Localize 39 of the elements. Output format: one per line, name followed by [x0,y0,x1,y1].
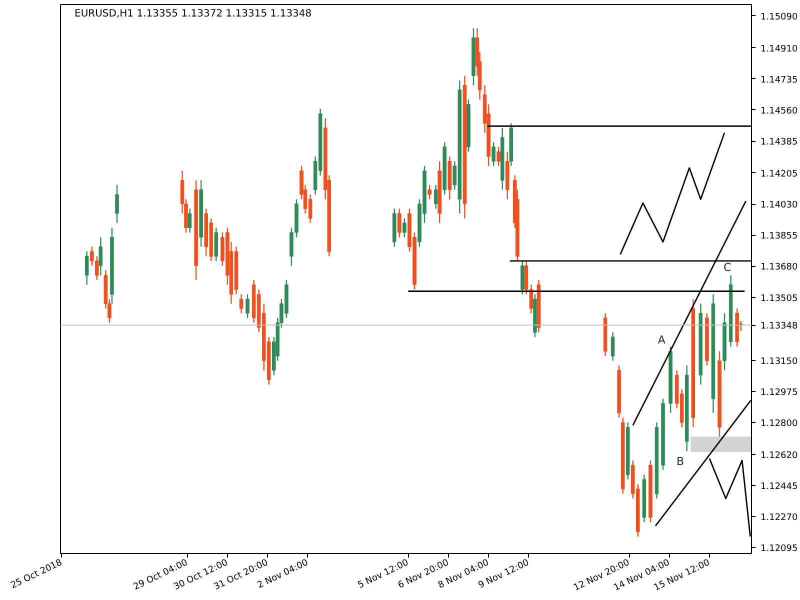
chart-title: EURUSD,H1 1.13355 1.13372 1.13315 1.13348 [74,8,312,20]
y-tick-label: 1.14030 [760,200,798,211]
annotation: C [723,260,732,274]
y-tick-label: 1.14735 [760,75,798,86]
y-tick-label: 1.13855 [760,232,798,242]
y-tick-label: 1.12445 [760,482,798,492]
line-series [620,132,726,256]
y-tick-label: 1.12095 [760,544,798,554]
y-tick-label: 1.13505 [760,294,798,304]
candlestick [496,146,500,166]
y-tick-label: 1.14205 [760,170,798,180]
candlestick [84,250,89,286]
y-tick-label: 1.14560 [760,106,798,116]
candlestick [492,142,496,166]
y-tick-label: 1.15090 [760,12,798,22]
candlestick [246,294,250,318]
candlestick [214,227,218,262]
annotation: A [658,333,666,346]
candlestick [115,184,119,224]
y-tick-label: 1.13150 [760,356,798,367]
candlestick [434,184,438,210]
y-tick-label: 1.13680 [760,262,798,273]
candlestick [239,294,244,314]
candlestick [398,208,402,238]
candlestick [520,260,524,295]
y-tick-label: 1.12975 [760,388,798,398]
candlestick [98,236,103,276]
candlestick [428,184,432,200]
candlestick [188,208,192,234]
ref-line-label: 1.13348 [760,322,798,332]
y-tick-label: 1.12800 [760,418,798,429]
candlestick [402,218,406,238]
y-tick-label: 1.14385 [760,138,798,148]
y-tick-label: 1.12270 [760,513,798,524]
annotation: B [676,454,684,468]
candlestick [610,332,615,362]
y-tick-label: 1.14910 [760,44,798,54]
y-tick-label: 1.12620 [760,450,798,461]
x-tick-label: 25 Oct 2018 [9,558,64,592]
